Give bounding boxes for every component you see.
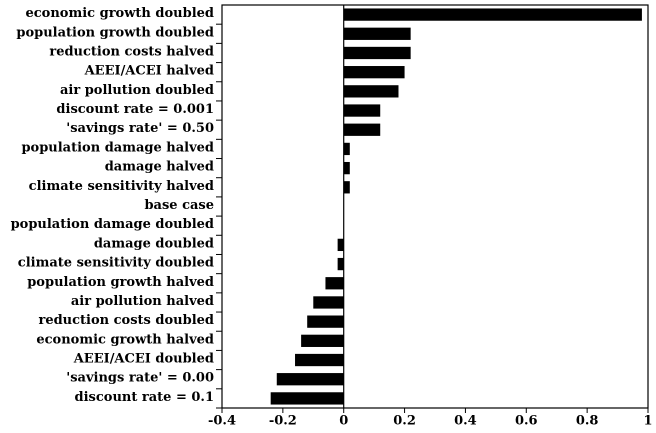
x-tick-label: 0.6 — [515, 414, 538, 429]
bar — [343, 104, 381, 117]
bar — [270, 392, 344, 405]
x-tick-label: 0.8 — [576, 414, 599, 429]
y-tick-label: 'savings rate' = 0.50 — [66, 121, 214, 136]
bar — [343, 85, 399, 98]
bar — [343, 161, 350, 175]
bar — [337, 257, 344, 271]
y-tick-label: 'savings rate' = 0.00 — [66, 371, 214, 386]
y-tick-label: AEEI/ACEI doubled — [73, 352, 214, 367]
y-tick-label: population damage halved — [21, 140, 214, 155]
x-tick-label: 0.4 — [454, 414, 477, 429]
y-tick-label: climate sensitivity doubled — [18, 256, 214, 271]
y-tick-label: AEEI/ACEI halved — [84, 64, 214, 79]
y-tick-label: economic growth doubled — [26, 6, 215, 21]
y-tick-label: damage doubled — [94, 236, 214, 251]
x-tick-label: -0.4 — [208, 414, 236, 429]
bar — [343, 66, 405, 79]
bar — [343, 123, 381, 136]
bar — [343, 46, 411, 60]
bar — [295, 353, 344, 367]
bar — [313, 296, 344, 309]
y-tick-label: air pollution halved — [71, 294, 214, 309]
y-tick-label: air pollution doubled — [60, 83, 214, 98]
y-tick-label: damage halved — [105, 160, 214, 175]
bar — [343, 8, 642, 21]
bar — [343, 27, 411, 40]
bar — [343, 142, 350, 156]
plot-frame — [221, 4, 649, 409]
y-tick-label: discount rate = 0.001 — [56, 102, 214, 117]
x-tick-label: -0.2 — [269, 414, 297, 429]
y-tick-label: discount rate = 0.1 — [75, 390, 214, 405]
y-tick-label: reduction costs doubled — [38, 313, 214, 328]
y-tick-label: population damage doubled — [11, 217, 214, 232]
bar — [307, 315, 344, 328]
y-tick-label: population growth doubled — [16, 25, 214, 40]
y-tick-label: population growth halved — [27, 275, 214, 290]
bar — [276, 373, 344, 386]
y-tick-label: reduction costs halved — [49, 44, 214, 59]
x-tick-label: 0.2 — [393, 414, 416, 429]
y-tick-label: base case — [144, 198, 214, 213]
bar — [343, 181, 350, 194]
bar — [325, 277, 344, 290]
bar — [337, 238, 344, 252]
x-tick-label: 1 — [643, 414, 652, 429]
bar — [301, 334, 344, 347]
x-tick-label: 0 — [339, 414, 348, 429]
y-tick-label: economic growth halved — [36, 332, 214, 347]
y-tick-label: climate sensitivity halved — [29, 179, 214, 194]
